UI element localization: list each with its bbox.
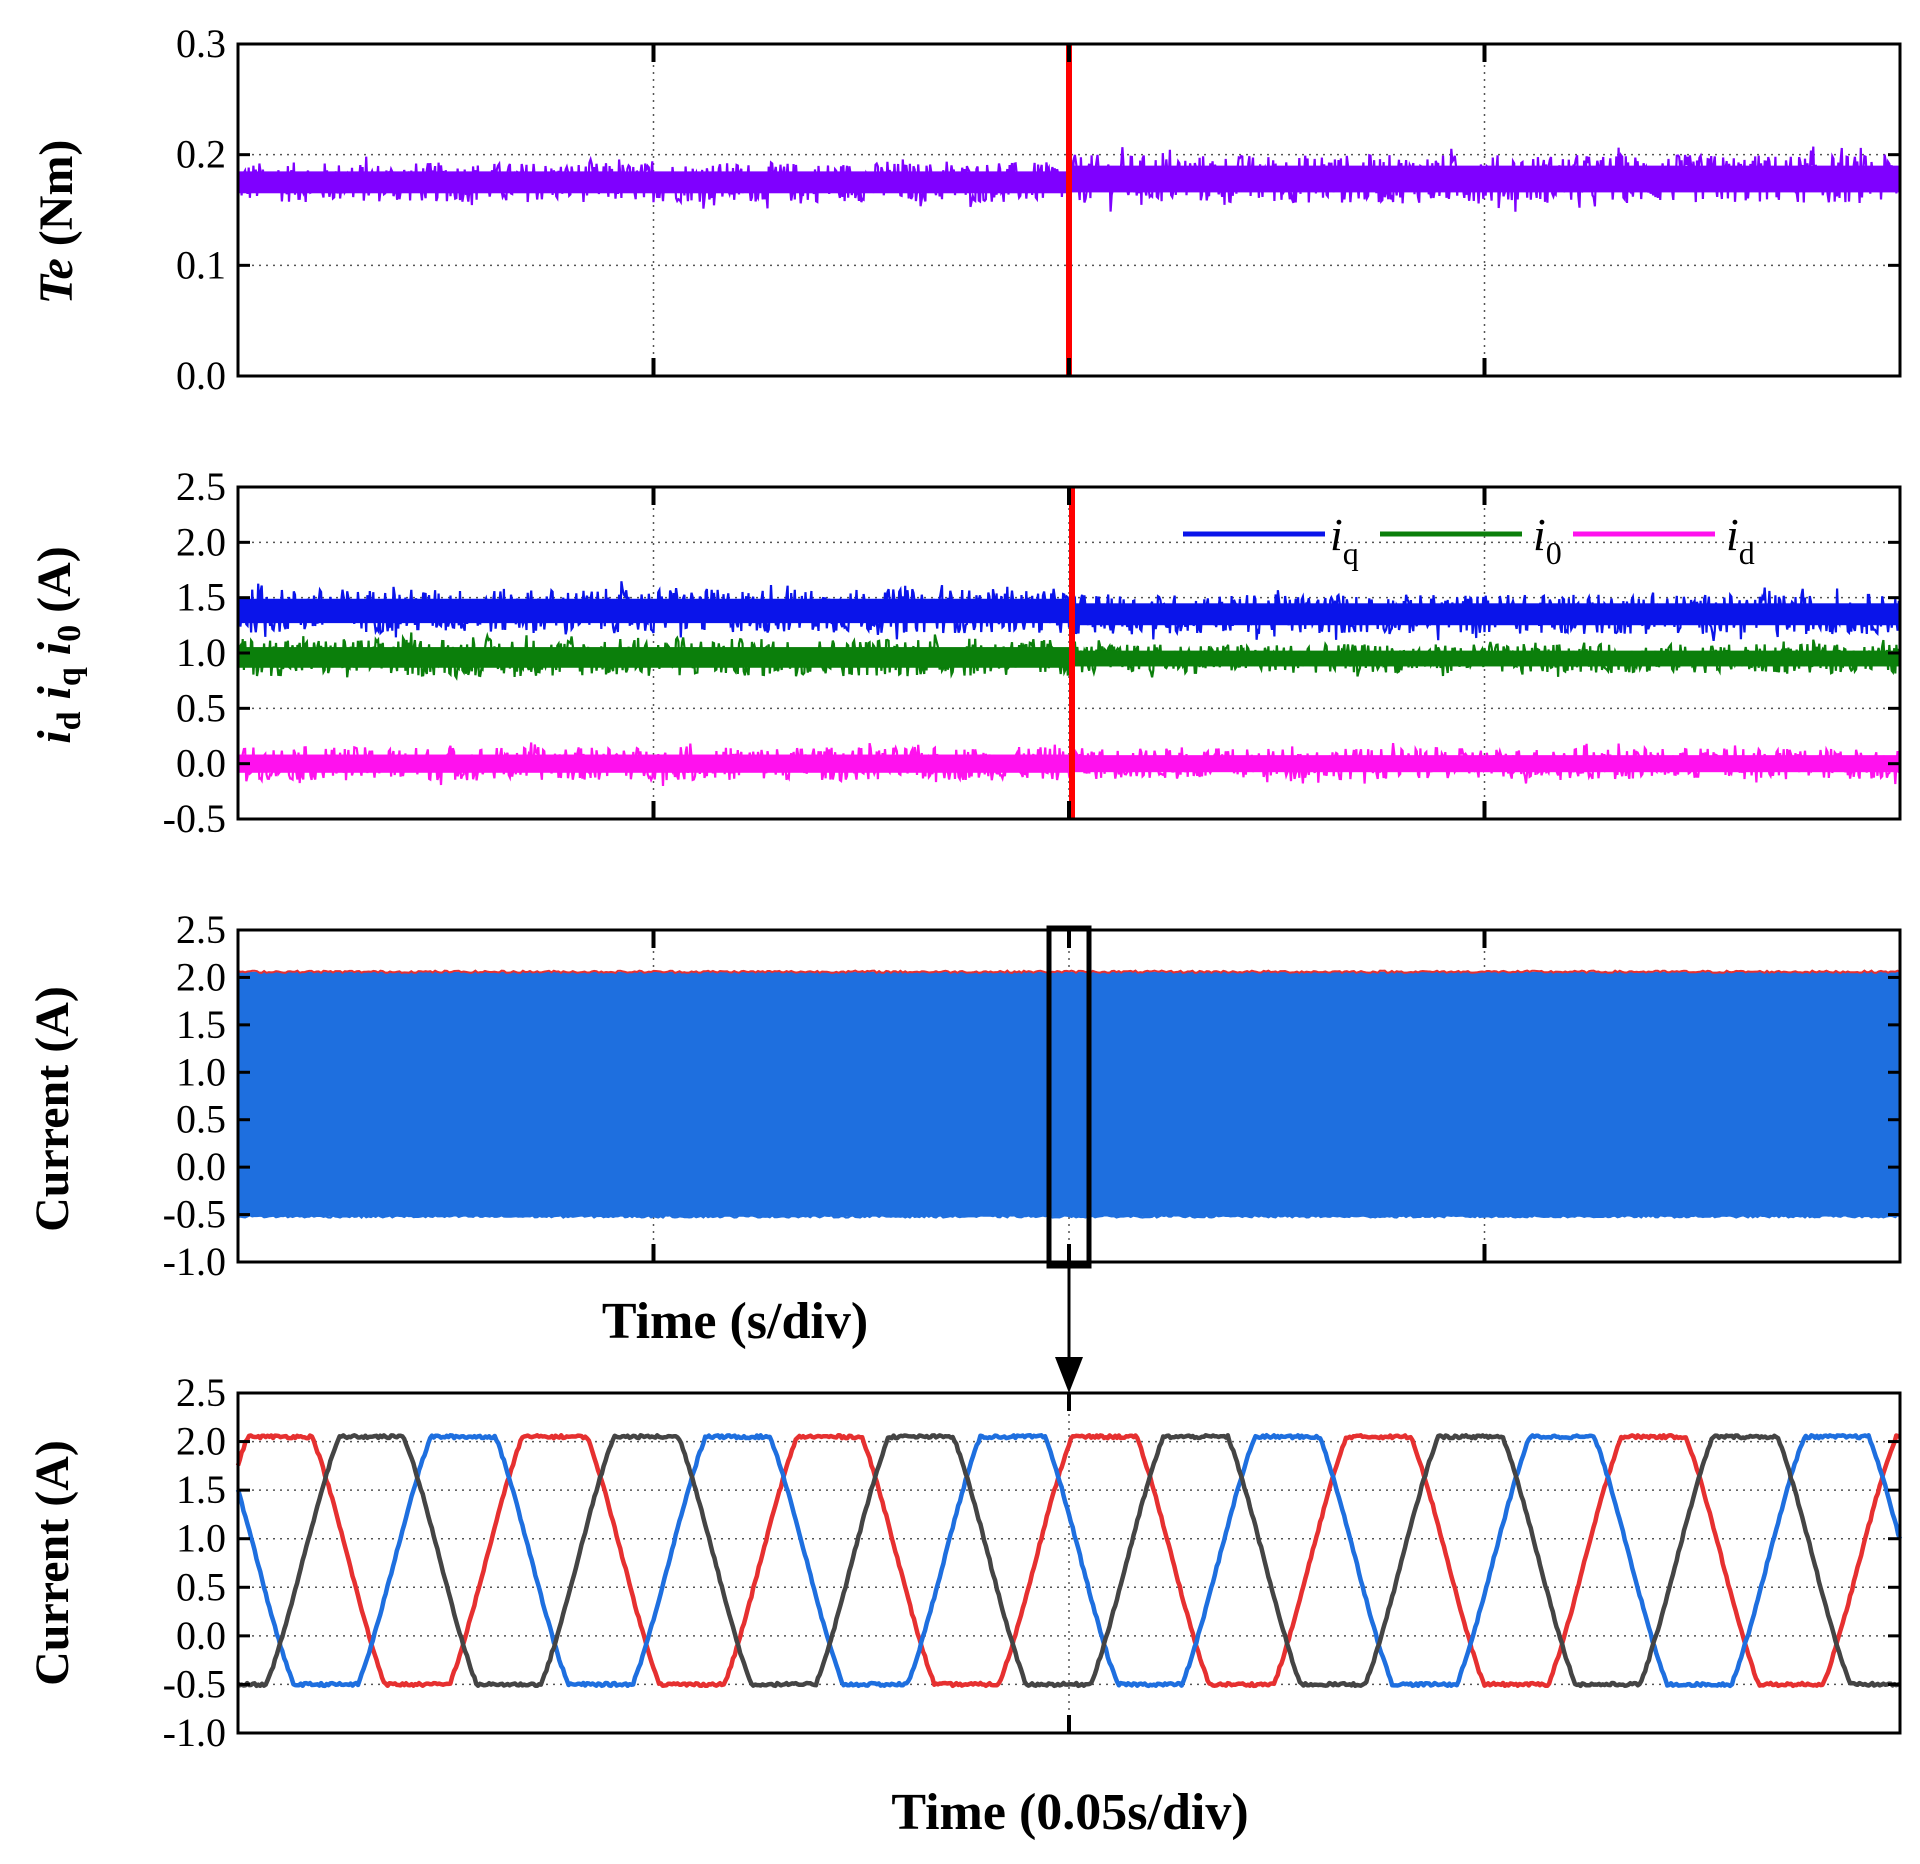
y-tick-label: 0.0 (176, 741, 226, 786)
current-overview-panel: -1.0-0.50.00.51.01.52.02.5 Current (A) T… (26, 907, 1902, 1393)
overview-series (237, 969, 1901, 1219)
series-iq-core (238, 598, 1069, 624)
series-i0-core (1069, 650, 1900, 667)
torque-series (237, 146, 1902, 212)
torque-y-axis-label: Te (Nm) (30, 140, 83, 305)
dq-y-ticks: -0.5 0.0 0.5 1.0 1.5 2.0 2.5 (163, 464, 1900, 841)
envelope-edge-min (237, 1213, 1901, 1219)
envelope-edge-max (237, 969, 1901, 975)
id-sub: d (51, 711, 88, 730)
y-tick-label: -0.5 (163, 1192, 226, 1237)
y-tick-label: 2.0 (176, 954, 226, 999)
dq-x-ticks (651, 487, 1487, 819)
y-tick-label: 0.0 (176, 1144, 226, 1189)
waveform-phase-c (236, 1433, 1901, 1689)
zoom-x-axis-label: Time (0.05s/div) (891, 1784, 1248, 1841)
legend-label-i0: i0 (1533, 509, 1562, 571)
y-tick-label: 2.5 (176, 1370, 226, 1415)
torque-y-ticks: 0.0 0.1 0.2 0.3 (176, 21, 1900, 398)
y-tick-label: 0.5 (176, 1564, 226, 1609)
zoom-y-axis-label: Current (A) (26, 1440, 79, 1686)
series-Te-core (238, 171, 1069, 194)
torque-unit: (Nm) (30, 140, 83, 247)
y-tick-label: 0.0 (176, 1613, 226, 1658)
torque-symbol: Te (30, 258, 83, 304)
y-tick-label: 0.2 (176, 132, 226, 177)
torque-x-ticks (651, 44, 1487, 376)
y-tick-label: -0.5 (163, 796, 226, 841)
y-tick-label: 0.5 (176, 685, 226, 730)
torque-panel: 0.0 0.1 0.2 0.3 Te (Nm) (30, 21, 1902, 398)
overview-y-axis-label: Current (A) (26, 986, 79, 1232)
legend-label-id: id (1726, 509, 1755, 571)
y-tick-label: 1.5 (176, 1467, 226, 1512)
series-iq-core (1069, 603, 1900, 626)
y-tick-label: 0.5 (176, 1097, 226, 1142)
y-tick-label: -1.0 (163, 1239, 226, 1284)
waveform-phase-b (235, 1433, 1903, 1689)
id-label: i (28, 730, 81, 744)
series-Te-core (1069, 165, 1900, 193)
dq-series (236, 581, 1902, 787)
y-tick-label: 2.0 (176, 1419, 226, 1464)
overview-y-ticks: -1.0-0.50.00.51.01.52.02.5 (163, 907, 1900, 1284)
y-tick-label: 2.5 (176, 464, 226, 509)
iq-label: i (28, 685, 81, 699)
y-tick-label: 1.5 (176, 575, 226, 620)
zoom-series (235, 1433, 1903, 1689)
y-tick-label: -0.5 (163, 1661, 226, 1706)
current-envelope (238, 971, 1900, 1217)
y-tick-label: 2.5 (176, 907, 226, 952)
y-tick-label: 1.0 (176, 1516, 226, 1561)
y-tick-label: 1.0 (176, 1049, 226, 1094)
y-tick-label: 1.5 (176, 1002, 226, 1047)
y-tick-label: -1.0 (163, 1710, 226, 1755)
series-id-core (1069, 755, 1900, 773)
legend-label-iq: iq (1330, 509, 1359, 571)
i0-label: i (28, 641, 81, 655)
dq-unit: (A) (28, 546, 81, 613)
iq-sub: q (51, 667, 88, 686)
y-tick-label: 1.0 (176, 630, 226, 675)
dq-current-panel: -0.50.00.51.01.52.02.5 id iq i0 (A) iq i… (28, 464, 1902, 841)
current-zoom-panel: -1.0-0.50.00.51.01.52.02.5 Current (A) T… (26, 1370, 1903, 1841)
series-i0-core (238, 647, 1069, 668)
y-tick-label: 0.1 (176, 242, 226, 287)
waveform-phase-a (235, 1433, 1902, 1689)
overview-x-axis-label: Time (s/div) (602, 1293, 868, 1350)
dq-legend: iq i0 id (1183, 509, 1755, 571)
zoom-arrow-head (1055, 1357, 1083, 1393)
overview-x-ticks (651, 930, 1487, 1262)
series-id-core (238, 754, 1069, 773)
y-tick-label: 2.0 (176, 519, 226, 564)
i0-sub: 0 (51, 625, 88, 642)
dq-y-axis-label: id iq i0 (A) (28, 546, 88, 744)
y-tick-label: 0.3 (176, 21, 226, 66)
zoom-y-ticks: -1.0-0.50.00.51.01.52.02.5 (163, 1370, 1900, 1755)
y-tick-label: 0.0 (176, 353, 226, 398)
